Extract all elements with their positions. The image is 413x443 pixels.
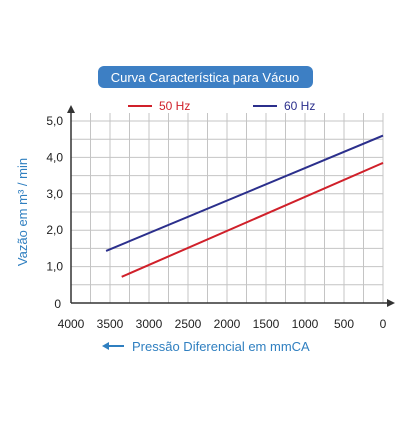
x-tick-label: 4000 [58,317,85,331]
x-axis-label: Pressão Diferencial em mmCA [132,339,310,354]
x-axis-arrowhead [387,299,395,307]
legend-label-50hz: 50 Hz [159,99,190,113]
y-tick-label: 1,0 [46,260,63,274]
y-axis-arrowhead [67,105,75,113]
y-tick-label: 0 [54,297,61,311]
x-tick-label: 1500 [253,317,280,331]
series-layer [105,134,384,278]
x-axis-label-group: Pressão Diferencial em mmCA [102,339,310,354]
legend-label-60hz: 60 Hz [284,99,315,113]
x-tick-label: 2000 [214,317,241,331]
x-tick-label: 2500 [175,317,202,331]
y-tick-label: 2,0 [46,223,63,237]
x-tick-label: 500 [334,317,354,331]
x-tick-label: 1000 [292,317,319,331]
y-tick-label: 5,0 [46,114,63,128]
y-axis-label: Vazão em m³ / min [15,158,30,266]
x-axis-label-arrowhead [102,342,109,350]
x-tick-label: 0 [380,317,387,331]
chart-title: Curva Característica para Vácuo [111,70,300,85]
y-tick-label: 4,0 [46,150,63,164]
legend: 50 Hz 60 Hz [128,99,315,113]
x-tick-label: 3500 [97,317,124,331]
series-line-60hz [105,134,384,252]
y-tick-label: 3,0 [46,187,63,201]
x-tick-label: 3000 [136,317,163,331]
grid [70,113,384,303]
axes: 0 1,0 2,0 3,0 4,0 5,0 4000 3500 3000 2500 2000 1500… [46,105,395,331]
chart-title-box [98,66,313,88]
series-line-50hz [121,161,384,278]
